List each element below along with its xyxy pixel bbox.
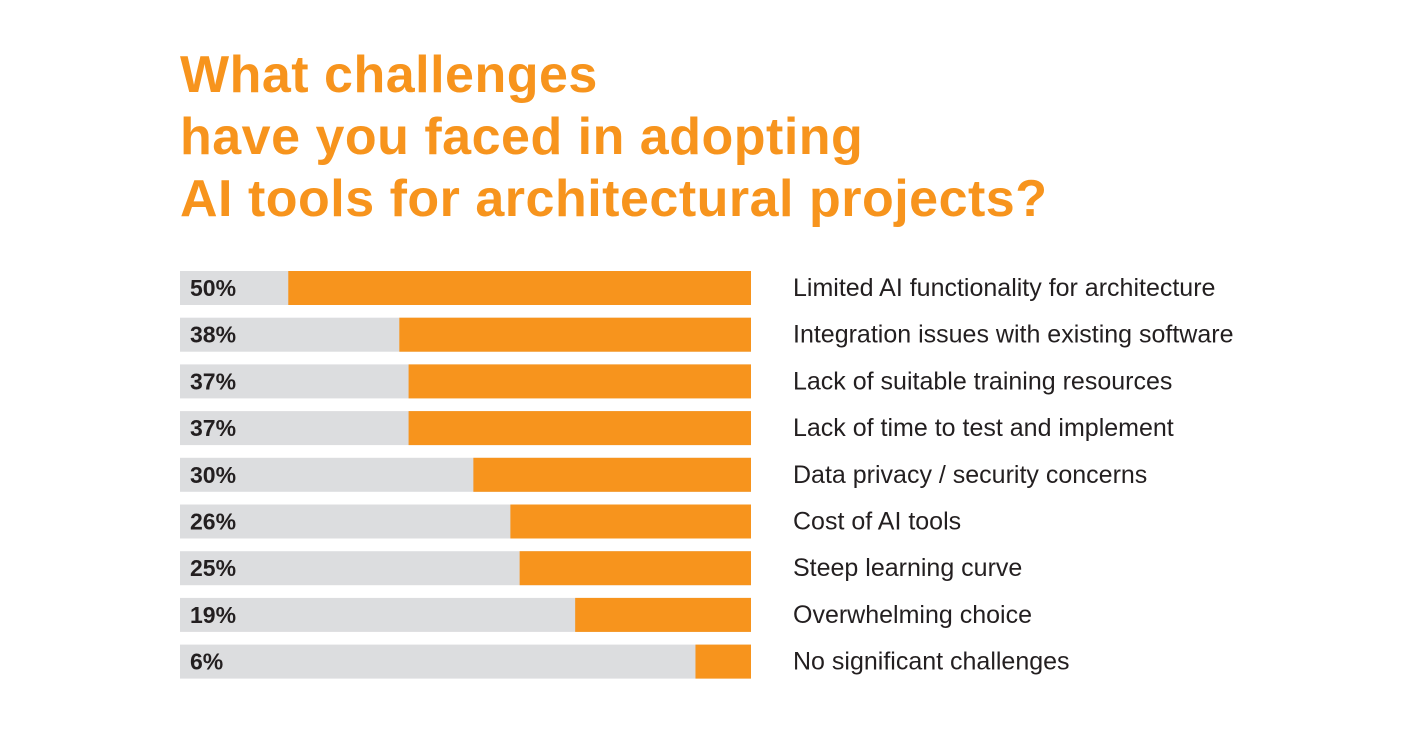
bar <box>408 364 751 399</box>
value-label: 19% <box>190 602 236 628</box>
value-label: 37% <box>190 415 236 441</box>
category-label: Steep learning curve <box>793 554 1022 582</box>
category-label: Overwhelming choice <box>793 601 1032 629</box>
title-line-3: AI tools for architectural projects? <box>180 170 1048 228</box>
bar <box>510 504 751 539</box>
value-label: 6% <box>190 649 223 675</box>
value-label: 50% <box>190 275 236 301</box>
value-label: 37% <box>190 368 236 394</box>
value-label: 38% <box>190 322 236 348</box>
bar <box>519 551 751 586</box>
title-line-1: What challenges <box>180 46 598 104</box>
bar-track <box>180 644 751 679</box>
category-label: Cost of AI tools <box>793 508 961 536</box>
bar <box>473 457 751 492</box>
category-label: No significant challenges <box>793 648 1070 676</box>
value-label: 26% <box>190 509 236 535</box>
bar <box>575 597 751 632</box>
bar <box>399 317 751 352</box>
bar <box>695 644 751 679</box>
bar <box>288 271 751 305</box>
category-label: Integration issues with existing softwar… <box>793 321 1234 349</box>
category-label: Lack of time to test and implement <box>793 414 1174 442</box>
value-label: 25% <box>190 555 236 581</box>
category-label: Limited AI functionality for architectur… <box>793 274 1215 302</box>
category-label: Data privacy / security concerns <box>793 461 1147 489</box>
chart-title: What challenges have you faced in adopti… <box>180 44 1048 230</box>
title-line-2: have you faced in adopting <box>180 108 864 166</box>
value-label: 30% <box>190 462 236 488</box>
bar <box>408 411 751 446</box>
category-label: Lack of suitable training resources <box>793 367 1172 395</box>
